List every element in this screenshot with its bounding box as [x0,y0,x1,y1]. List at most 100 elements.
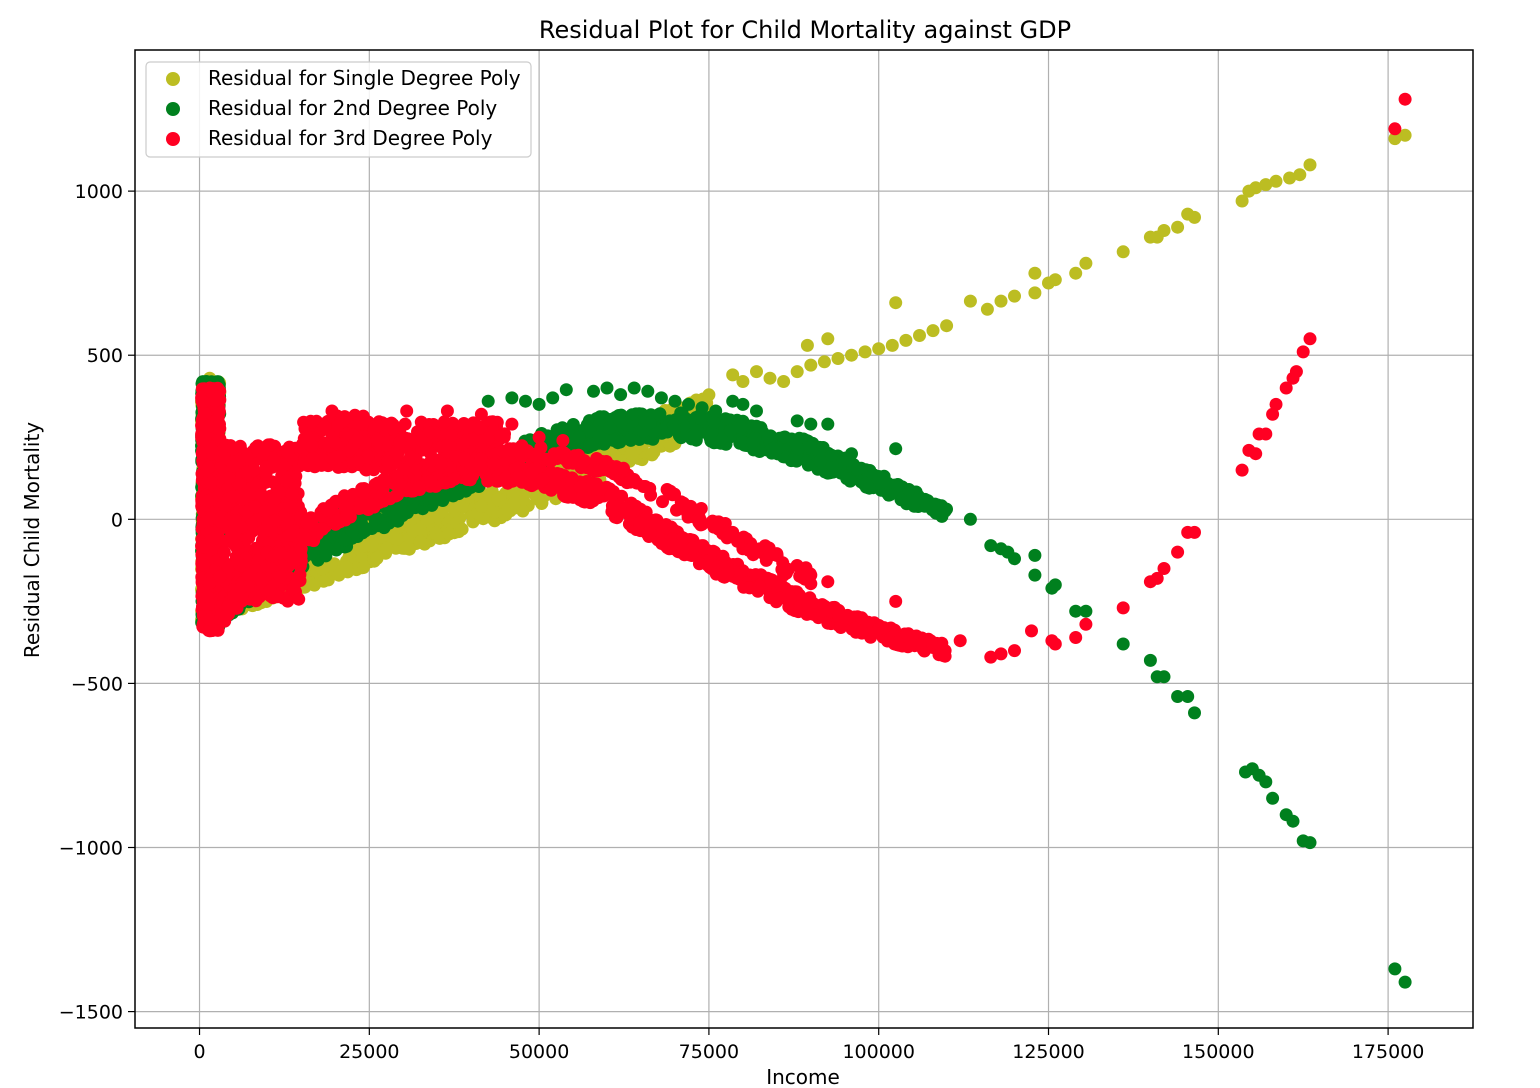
data-point [1249,181,1263,195]
data-point [821,332,835,346]
data-point [217,546,231,559]
data-point [840,472,854,486]
data-point [926,324,940,338]
data-point [1028,286,1042,300]
data-point [695,401,709,415]
data-point [572,430,586,444]
data-point [831,352,845,365]
data-point [736,375,750,388]
data-point [368,513,382,527]
data-point [694,411,707,425]
data-point [413,535,427,549]
chart-title: Residual Plot for Child Mortality agains… [539,16,1071,44]
data-point [789,437,803,451]
data-point [817,355,831,369]
data-point [623,433,637,447]
data-point [624,447,638,461]
data-point [800,338,814,352]
data-point [208,531,222,545]
data-point [668,423,682,436]
data-point [197,558,211,572]
data-point [597,433,611,447]
data-point [645,447,659,461]
data-point [380,541,393,555]
data-point [641,384,655,398]
data-point [357,520,371,534]
data-point [1188,210,1201,224]
data-point [825,458,839,472]
data-point [908,492,922,506]
data-point [1116,637,1130,651]
data-point [201,494,215,508]
data-point [284,500,298,514]
data-point [704,434,718,448]
data-point [1171,690,1185,703]
data-point [825,448,838,462]
data-point [1171,220,1185,234]
data-point [736,397,750,411]
data-point [211,390,225,404]
data-point [902,483,916,496]
data-point [763,371,777,385]
data-point [614,415,628,429]
data-point [204,476,218,490]
data-point [746,435,760,449]
data-point [1188,706,1201,720]
data-point [872,342,886,356]
data-point [442,527,456,541]
data-point [851,462,865,476]
data-point [370,551,384,565]
data-point [226,459,240,473]
data-point [940,319,954,333]
data-point [402,542,416,556]
data-point [724,424,738,438]
data-point [258,504,272,518]
data-point [357,561,370,574]
data-point [761,430,775,444]
data-point [254,487,268,501]
data-point [506,486,520,500]
data-point [406,524,420,538]
data-point [1259,775,1273,789]
data-point [1028,266,1042,280]
data-point [881,476,895,490]
data-point [1069,266,1083,280]
data-point [285,487,299,501]
data-point [247,463,261,477]
data-point [226,490,240,503]
data-point [1259,178,1273,192]
data-point [614,388,628,402]
data-point [1398,128,1412,142]
data-point [215,515,229,529]
data-point [980,302,994,316]
data-point [202,461,216,475]
data-point [803,440,817,454]
data-point [338,533,352,547]
data-point [505,391,519,405]
data-point [287,581,301,595]
data-point [668,394,682,408]
data-point [481,394,495,408]
data-point [248,500,262,514]
data-point [1398,975,1412,989]
data-point [687,429,701,443]
data-point [1008,289,1021,303]
data-point [281,445,295,459]
data-point [845,348,858,362]
data-point [1028,548,1042,562]
data-point [1266,791,1280,805]
data-point [1069,604,1083,618]
data-point [766,442,780,456]
data-point [750,365,763,379]
data-point [222,471,236,485]
data-point [273,485,287,499]
data-point [240,449,254,463]
data-point [519,394,532,408]
data-point [603,421,617,435]
data-point [435,505,449,519]
series-3-points [195,92,1412,664]
data-point [587,384,600,398]
data-point [389,532,403,546]
data-point [984,539,998,553]
data-point [377,521,391,535]
